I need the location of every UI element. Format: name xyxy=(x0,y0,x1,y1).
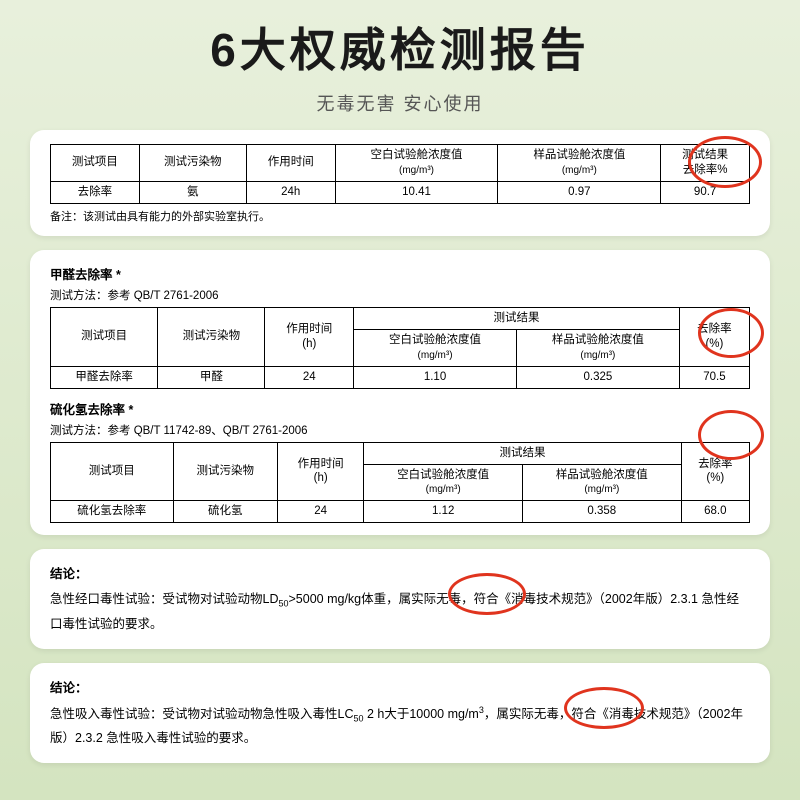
table-row: 硫化氢去除率 硫化氢 24 1.12 0.358 68.0 xyxy=(51,501,750,523)
highlight-nontoxic: 属实际无毒， xyxy=(496,707,571,721)
conclusion-text: 急性吸入毒性试验：受试物对试验动物急性吸入毒性LC50 2 h大于10000 m… xyxy=(50,702,750,752)
highlight-nontoxic: 属实际无毒， xyxy=(399,592,474,606)
footnote: 备注：该测试由具有能力的外部实验室执行。 xyxy=(50,208,750,224)
table-formaldehyde: 测试项目 测试污染物 作用时间(h) 测试结果 去除率(%) 空白试验舱浓度值(… xyxy=(50,307,750,389)
th-result: 测试结果去除率% xyxy=(661,145,750,182)
th-sample: 样品试验舱浓度值(mg/m³) xyxy=(498,145,661,182)
conclusion-heading: 结论： xyxy=(50,677,750,696)
th-item: 测试项目 xyxy=(51,307,158,366)
th-sample: 样品试验舱浓度值(mg/m³) xyxy=(516,329,679,366)
th-blank: 空白试验舱浓度值(mg/m³) xyxy=(335,145,498,182)
report-card-formaldehyde-h2s: 甲醛去除率 * 测试方法：参考 QB/T 2761-2006 测试项目 测试污染… xyxy=(30,250,770,536)
table-ammonia: 测试项目 测试污染物 作用时间 空白试验舱浓度值(mg/m³) 样品试验舱浓度值… xyxy=(50,144,750,204)
th-removal: 去除率(%) xyxy=(679,307,749,366)
conclusion-heading: 结论： xyxy=(50,563,750,582)
report-card-inhalation-toxicity: 结论： 急性吸入毒性试验：受试物对试验动物急性吸入毒性LC50 2 h大于100… xyxy=(30,663,770,764)
th-time: 作用时间(h) xyxy=(265,307,354,366)
header: 6大权威检测报告 无毒无害 安心使用 xyxy=(0,0,800,116)
method-formaldehyde: 测试方法：参考 QB/T 2761-2006 xyxy=(50,287,750,303)
section-title-h2s: 硫化氢去除率 * xyxy=(50,399,750,418)
method-h2s: 测试方法：参考 QB/T 11742-89、QB/T 2761-2006 xyxy=(50,422,750,438)
page-title: 6大权威检测报告 xyxy=(0,14,800,80)
table-h2s: 测试项目 测试污染物 作用时间(h) 测试结果 去除率(%) 空白试验舱浓度值(… xyxy=(50,442,750,524)
th-blank: 空白试验舱浓度值(mg/m³) xyxy=(354,329,517,366)
section-title-formaldehyde: 甲醛去除率 * xyxy=(50,264,750,283)
th-result-group: 测试结果 xyxy=(354,307,680,329)
table-row: 甲醛去除率 甲醛 24 1.10 0.325 70.5 xyxy=(51,366,750,388)
report-card-oral-toxicity: 结论： 急性经口毒性试验：受试物对试验动物LD50>5000 mg/kg体重，属… xyxy=(30,549,770,648)
conclusion-text: 急性经口毒性试验：受试物对试验动物LD50>5000 mg/kg体重，属实际无毒… xyxy=(50,588,750,636)
th-pollutant: 测试污染物 xyxy=(139,145,246,182)
th-item: 测试项目 xyxy=(51,145,140,182)
page-subtitle: 无毒无害 安心使用 xyxy=(0,90,800,116)
th-time: 作用时间 xyxy=(246,145,335,182)
table-row: 去除率 氨 24h 10.41 0.97 90.7 xyxy=(51,181,750,203)
report-card-ammonia: 测试项目 测试污染物 作用时间 空白试验舱浓度值(mg/m³) 样品试验舱浓度值… xyxy=(30,130,770,236)
th-pollutant: 测试污染物 xyxy=(158,307,265,366)
